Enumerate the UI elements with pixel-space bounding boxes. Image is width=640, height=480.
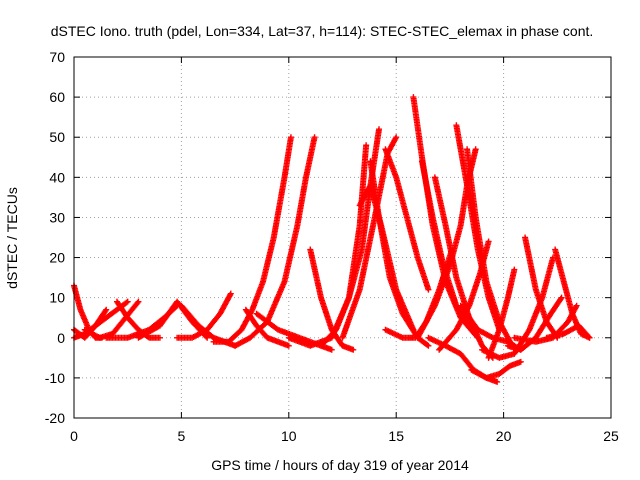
series-18: [339, 134, 400, 341]
series-28: [436, 238, 492, 353]
y-tick-label: 70: [49, 49, 65, 65]
data-point: [227, 290, 234, 297]
y-tick-labels: -20 -10 0 10 20 30 40 50 60 70: [45, 49, 65, 426]
data-point: [425, 286, 432, 293]
data-point: [494, 378, 501, 385]
series-19: [382, 146, 432, 293]
data-point: [103, 306, 110, 313]
data-point: [156, 334, 163, 341]
data-point: [393, 134, 400, 141]
x-axis-label: GPS time / hours of day 319 of year 2014: [211, 457, 469, 473]
data-point: [311, 134, 318, 141]
chart-title: dSTEC Iono. truth (pdel, Lon=334, Lat=37…: [51, 23, 594, 39]
series-37: [543, 322, 593, 341]
data-point: [472, 146, 479, 153]
series-27: [414, 146, 479, 341]
data-point-fill: [557, 295, 564, 302]
y-tick-label: -10: [45, 370, 65, 386]
data-point: [363, 142, 370, 149]
series-22: [418, 158, 475, 333]
plot-frame: [73, 56, 612, 419]
x-tick-label: 5: [178, 428, 186, 444]
grid: [74, 57, 611, 418]
data-point: [517, 346, 524, 353]
x-tick-label: 15: [388, 428, 404, 444]
data-point: [124, 298, 131, 305]
series-30: [485, 266, 518, 361]
data-point: [287, 134, 294, 141]
series-13: [307, 246, 357, 353]
y-tick-label: 30: [49, 209, 65, 225]
series-36: [457, 302, 524, 353]
data-point: [135, 298, 142, 305]
data-point: [376, 126, 383, 133]
series-9: [210, 134, 294, 345]
y-tick-label: 10: [49, 290, 65, 306]
series-33: [522, 234, 561, 341]
data-point: [350, 346, 357, 353]
data-point: [425, 342, 432, 349]
axis-ticks: [73, 56, 612, 419]
data-point: [586, 334, 593, 341]
y-tick-label: 50: [49, 129, 65, 145]
data-point-fill: [585, 333, 592, 340]
y-tick-label: 20: [49, 250, 65, 266]
y-tick-label: 0: [57, 330, 65, 346]
data-point: [573, 302, 580, 309]
data-point: [285, 342, 292, 349]
x-tick-label: 25: [603, 428, 619, 444]
x-tick-label: 10: [281, 428, 297, 444]
data-points: [71, 94, 593, 385]
series-29: [468, 358, 524, 381]
x-tick-label: 0: [70, 428, 78, 444]
series-23: [431, 174, 496, 361]
y-tick-label: 40: [49, 169, 65, 185]
data-point-fill: [123, 299, 130, 306]
y-axis-label: dSTEC / TECUs: [4, 187, 20, 289]
y-tick-label: 60: [49, 89, 65, 105]
series-10: [232, 134, 318, 349]
data-point-fill: [424, 341, 431, 348]
y-tick-label: -20: [45, 410, 65, 426]
data-point: [485, 238, 492, 245]
data-point-fill: [102, 307, 109, 314]
data-point: [517, 358, 524, 365]
data-point-fill: [134, 299, 141, 306]
data-point: [511, 266, 518, 273]
data-point-fill: [516, 346, 523, 353]
x-tick-labels: 0 5 10 15 20 25: [70, 428, 619, 444]
series-11: [242, 306, 292, 349]
data-point: [328, 346, 335, 353]
x-tick-label: 20: [496, 428, 512, 444]
data-point: [558, 294, 565, 301]
